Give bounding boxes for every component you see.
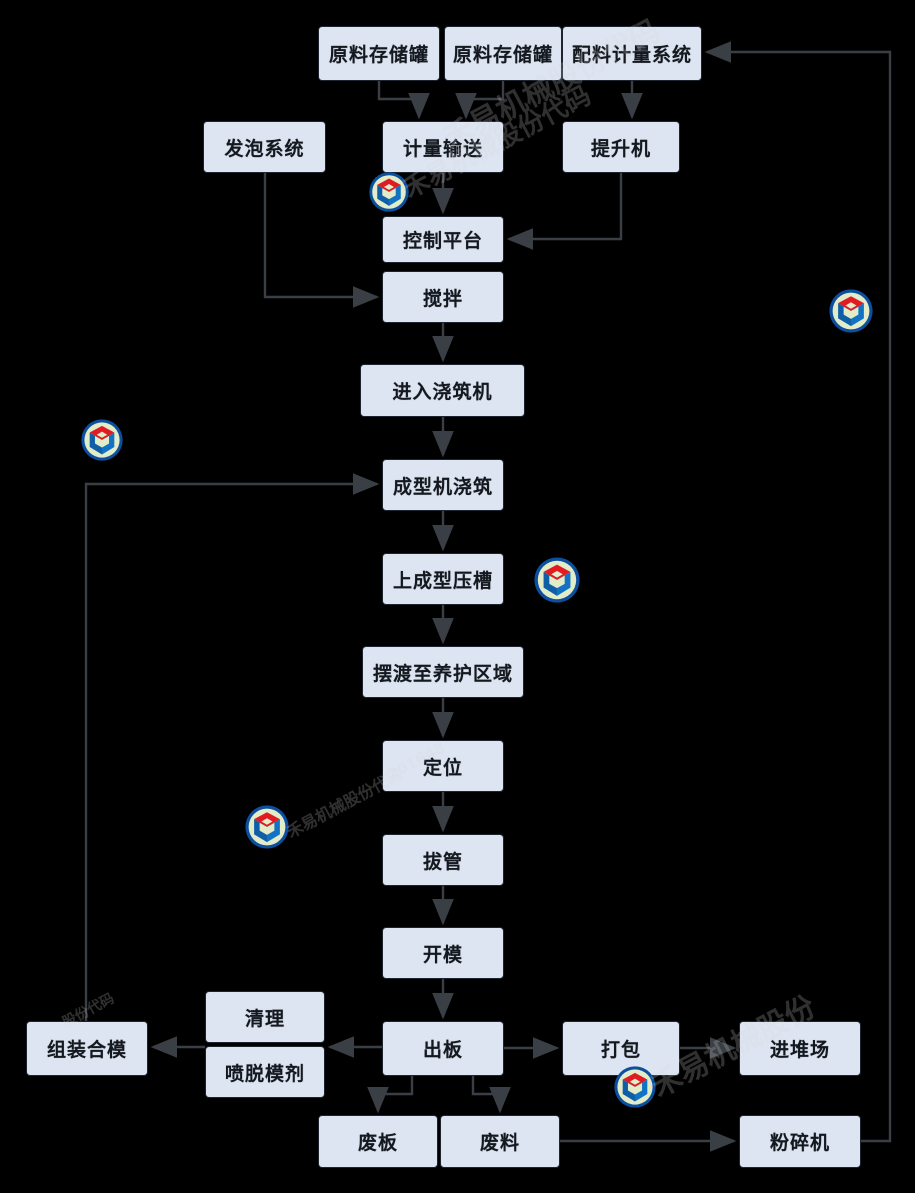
process-box-n7[interactable]: 控制平台 bbox=[382, 216, 504, 263]
brand-logo-icon bbox=[80, 418, 124, 462]
process-box-n8[interactable]: 搅拌 bbox=[382, 271, 504, 323]
process-box-n23[interactable]: 废料 bbox=[440, 1115, 560, 1168]
process-box-n11[interactable]: 上成型压槽 bbox=[382, 553, 504, 605]
brand-logo-icon bbox=[533, 556, 581, 604]
edge-n6-n7 bbox=[506, 173, 623, 250]
edge-n16-n23 bbox=[471, 1076, 511, 1114]
process-box-n10[interactable]: 成型机浇筑 bbox=[382, 459, 504, 511]
process-box-n6[interactable]: 提升机 bbox=[562, 121, 680, 173]
process-box-n20[interactable]: 打包 bbox=[562, 1021, 680, 1076]
process-box-n22[interactable]: 废板 bbox=[318, 1115, 438, 1168]
edge-n1-n5 bbox=[377, 81, 430, 120]
process-box-n4[interactable]: 发泡系统 bbox=[203, 121, 326, 173]
edge-n2-n5 bbox=[455, 81, 505, 120]
process-box-n12[interactable]: 摆渡至养护区域 bbox=[362, 646, 524, 698]
brand-logo-icon bbox=[244, 804, 290, 850]
process-box-n13[interactable]: 定位 bbox=[382, 740, 504, 792]
edge-n16-n22 bbox=[367, 1076, 414, 1114]
edge-n4-n8 bbox=[263, 173, 380, 308]
process-box-n24[interactable]: 粉碎机 bbox=[739, 1115, 861, 1168]
process-box-n1[interactable]: 原料存储罐 bbox=[318, 26, 440, 81]
process-box-n16[interactable]: 出板 bbox=[382, 1021, 504, 1076]
brand-logo-icon bbox=[368, 171, 410, 213]
process-box-n15[interactable]: 开模 bbox=[382, 927, 504, 979]
brand-logo-icon bbox=[828, 288, 874, 334]
process-box-n21[interactable]: 进堆场 bbox=[739, 1021, 861, 1076]
process-box-n17[interactable]: 清理 bbox=[205, 991, 325, 1043]
process-box-n19[interactable]: 组装合模 bbox=[26, 1021, 148, 1076]
edge-n24-n3 bbox=[704, 41, 892, 1143]
process-box-n18[interactable]: 喷脱模剂 bbox=[205, 1046, 325, 1098]
edge-n19-n10 bbox=[84, 473, 380, 1021]
process-box-n9[interactable]: 进入浇筑机 bbox=[360, 364, 525, 417]
process-box-n2[interactable]: 原料存储罐 bbox=[444, 26, 562, 81]
process-box-n5[interactable]: 计量输送 bbox=[382, 121, 504, 173]
brand-logo-icon bbox=[613, 1065, 657, 1109]
process-box-n14[interactable]: 拔管 bbox=[382, 834, 504, 886]
process-box-n3[interactable]: 配料计量系统 bbox=[562, 26, 702, 81]
